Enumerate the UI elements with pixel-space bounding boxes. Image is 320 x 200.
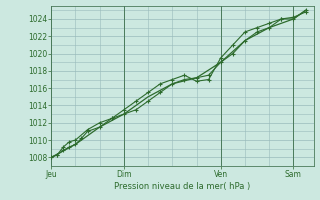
X-axis label: Pression niveau de la mer( hPa ): Pression niveau de la mer( hPa ) — [114, 182, 251, 191]
